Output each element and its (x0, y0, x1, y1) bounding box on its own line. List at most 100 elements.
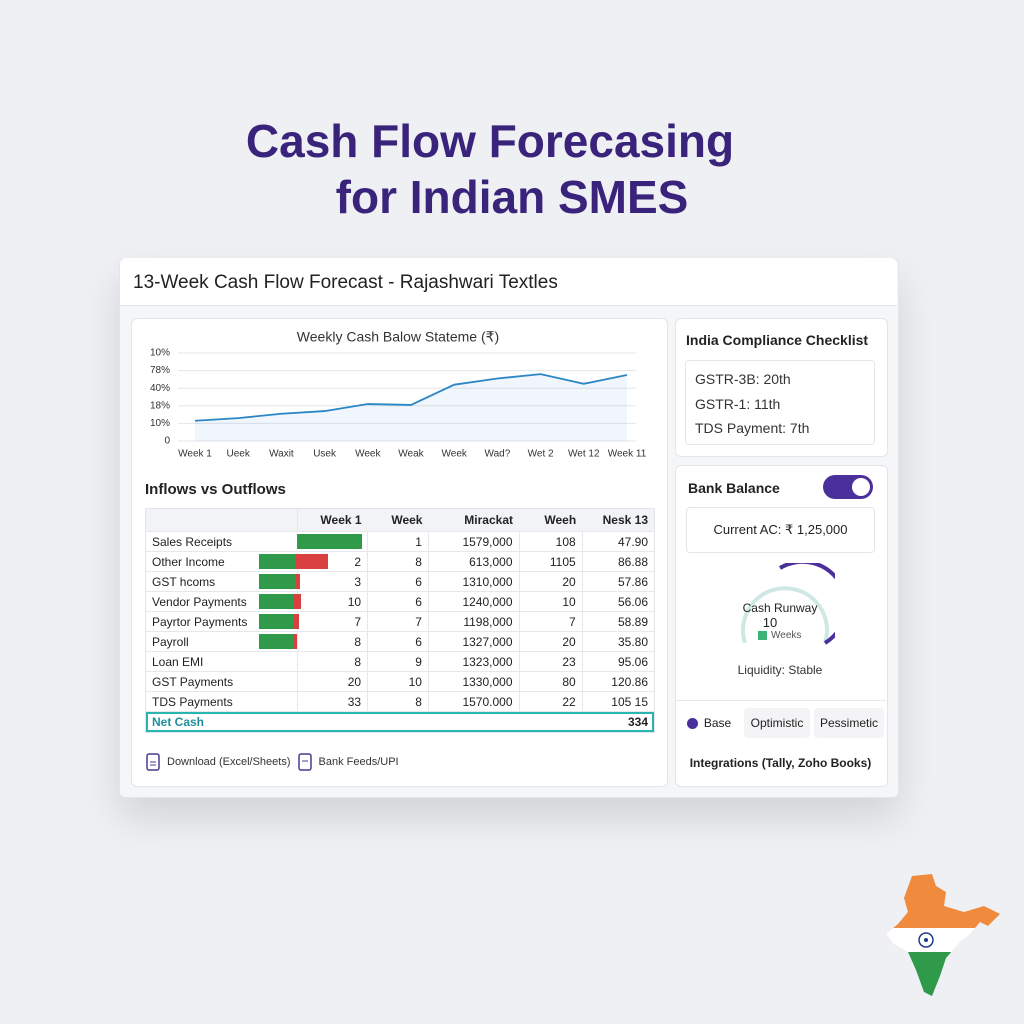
divider (675, 700, 886, 701)
header-cell (146, 509, 258, 532)
bar-cell (257, 671, 298, 692)
table-cell: 20 (296, 671, 368, 692)
runway-gauge (741, 563, 835, 645)
table-cell: 22 (518, 691, 583, 712)
column-header: Weeh (519, 509, 583, 532)
bar-box (257, 634, 298, 649)
checklist-item: TDS Payment: 7th (695, 420, 810, 436)
runway-label: Cash Runway (742, 601, 818, 615)
table-cell: 1579,000 (427, 531, 519, 552)
download-icon (146, 753, 160, 771)
bank-icon (297, 753, 312, 771)
row-label: Other Income (146, 551, 258, 572)
table-cell: 20 (518, 571, 583, 592)
table-cell: 56.06 (581, 591, 654, 612)
table-cell: 108 (518, 531, 583, 552)
bar-box (257, 614, 300, 629)
bar-cell (257, 531, 368, 552)
inflow-bar (259, 634, 295, 649)
bar-cell (257, 651, 298, 672)
y-tick-label: 10% (150, 418, 170, 429)
x-tick-label: Wad? (485, 449, 511, 460)
x-tick-label: Wet 12 (568, 449, 600, 460)
table-cell: 8 (367, 691, 429, 712)
header-cell (257, 509, 298, 532)
scenario-tab[interactable]: Optimistic (744, 708, 810, 738)
table-cell: 8 (296, 651, 368, 672)
scenario-label: Base (703, 716, 732, 730)
checklist-item: GSTR-1: 11th (695, 396, 781, 412)
row-label: Loan EMI (146, 651, 258, 672)
row-label: Vendor Payments (146, 591, 258, 612)
table: Week 1 Week Mirackat Weeh Nesk 13 Sales Recei… (146, 509, 654, 732)
table-row: Vendor Payments 10 6 1240,000 10 56.06 (146, 591, 654, 612)
download-link[interactable]: Download (Excel/Sheets) (167, 756, 291, 768)
y-tick-label: 40% (150, 383, 170, 394)
scenario-tab[interactable]: Base (678, 708, 740, 738)
table-cell: 80 (518, 671, 583, 692)
toggle[interactable] (823, 475, 873, 499)
table-container: Week 1 Week Mirackat Weeh Nesk 13 Sales Recei… (145, 508, 655, 733)
bar-cell (257, 551, 329, 572)
y-tick-label: 10% (150, 348, 170, 359)
table-cell: 23 (518, 651, 583, 672)
table-cell: 6 (367, 631, 429, 652)
outflow-bar (296, 574, 301, 589)
inflow-bar (259, 594, 295, 609)
x-tick-label: Ueek (227, 449, 251, 460)
bank-title: Bank Balance (688, 480, 780, 496)
table-cell: 35.80 (581, 631, 654, 652)
bar-box (257, 574, 301, 589)
bar-cell (257, 591, 302, 612)
table-title: Inflows vs Outflows (145, 481, 286, 498)
outflow-bar (294, 614, 300, 629)
compliance-card (675, 318, 888, 457)
table-cell: 9 (367, 651, 429, 672)
row-label: Payroll (146, 631, 258, 652)
bar-box (257, 654, 297, 669)
column-header: Week 1 (297, 509, 368, 532)
table-cell: 3 (296, 571, 368, 592)
bank-feeds-link[interactable]: Bank Feeds/UPI (318, 756, 399, 768)
chart: Weekly Cash Balow Stateme (₹) 0 10% 18% 40%… (150, 329, 647, 460)
x-tick-label: Week (442, 449, 468, 460)
bar-box (257, 554, 329, 569)
scenario-tab[interactable]: Pessimetic (814, 708, 884, 738)
inflow-bar (259, 614, 295, 629)
table-cell: 1 (367, 531, 429, 552)
panel-header (120, 258, 897, 306)
table-row: Payroll 8 6 1327,000 20 35.80 (146, 631, 654, 652)
current-account: Current AC: ₹ 1,25,000 (686, 507, 875, 553)
row-label: Payrtor Payments (146, 611, 258, 632)
x-tick-label: Usek (313, 449, 337, 460)
total-value: 334 (297, 711, 654, 732)
table-row: TDS Payments 33 8 1570.000 22 105 15 (146, 691, 654, 712)
bar-box (257, 674, 297, 689)
table-cell: 47.90 (581, 531, 654, 552)
page-title: Cash Flow Forecasing (245, 115, 735, 167)
table-row: Loan EMI 8 9 1323,000 23 95.06 (146, 651, 654, 672)
y-tick-label: 78% (150, 365, 170, 376)
integrations: Integrations (Tally, Zoho Books) (689, 756, 872, 770)
table-cell: 1570.000 (427, 691, 519, 712)
table-cell: 10 (296, 591, 368, 612)
y-tick-label: 18% (150, 400, 170, 411)
x-tick-label: Week 1 (178, 449, 212, 460)
table-cell: 1240,000 (427, 591, 519, 612)
table-cell: 1105 (518, 551, 583, 572)
line (194, 373, 628, 422)
outflow-bar (296, 554, 329, 569)
outflow-bar (294, 634, 298, 649)
table-cell: 120.86 (581, 671, 654, 692)
x-tick-label: Week (355, 449, 381, 460)
table-cell: 1310,000 (427, 571, 519, 592)
table-cell: 7 (296, 611, 368, 632)
liquidity-status: Liquidity: Stable (737, 663, 823, 677)
links: Download (Excel/Sheets) Bank Feeds/UPI (145, 753, 399, 771)
table-cell: 58.89 (581, 611, 654, 632)
bar-cell (257, 631, 298, 652)
table-row: GST hcoms 3 6 1310,000 20 57.86 (146, 571, 654, 592)
x-tick-label: Waxit (269, 449, 294, 460)
table-row: Payrtor Payments 7 7 1198,000 7 58.89 (146, 611, 654, 632)
